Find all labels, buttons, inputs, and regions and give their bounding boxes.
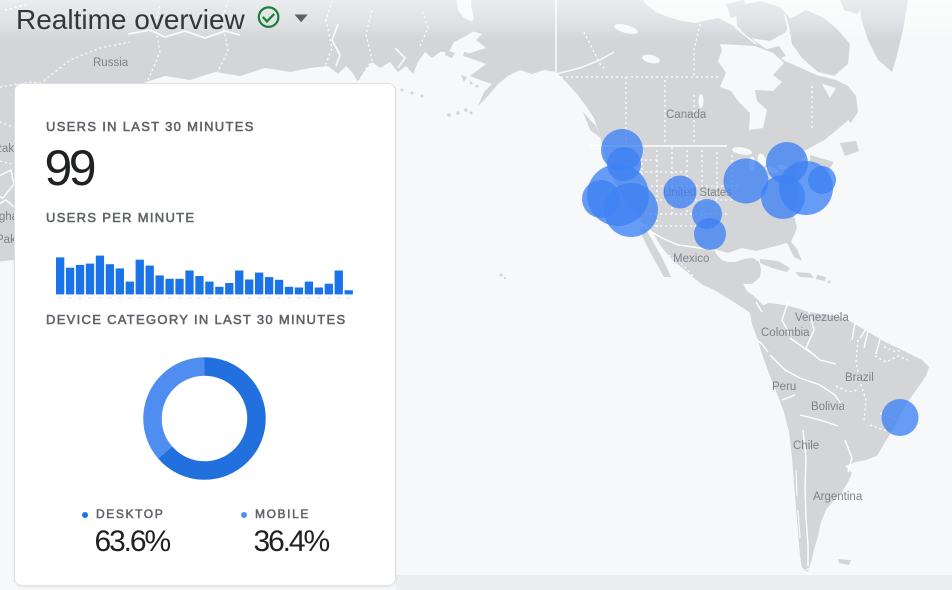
svg-text:Brazil: Brazil [845, 372, 874, 384]
svg-text:Bolivia: Bolivia [811, 401, 845, 413]
svg-text:Mexico: Mexico [673, 253, 709, 265]
svg-text:Venezuela: Venezuela [795, 312, 849, 324]
svg-text:Canada: Canada [666, 109, 707, 121]
svg-text:Argentina: Argentina [813, 491, 863, 503]
svg-text:Colombia: Colombia [761, 327, 810, 339]
svg-text:Peru: Peru [772, 381, 796, 393]
svg-text:Russia: Russia [93, 57, 129, 69]
svg-text:Chile: Chile [793, 440, 819, 452]
